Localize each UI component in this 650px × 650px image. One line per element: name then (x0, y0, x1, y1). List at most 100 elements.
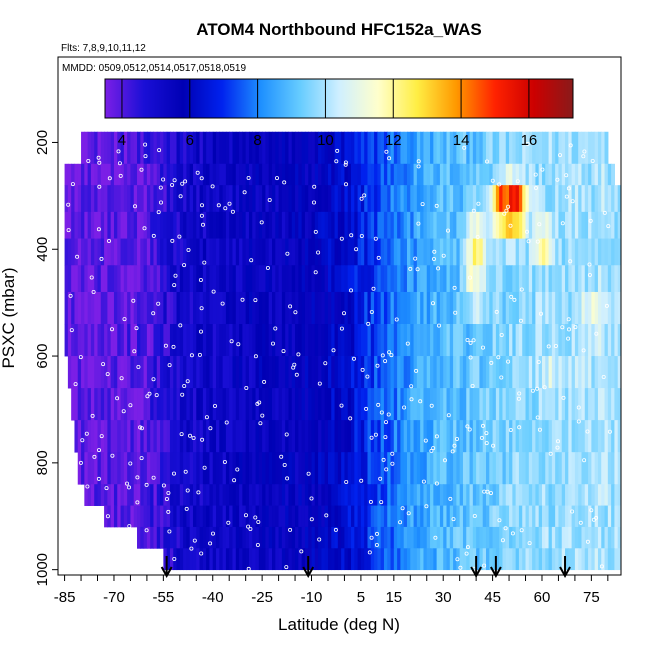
heatmap-cell (334, 452, 339, 485)
heatmap-cell (196, 265, 201, 293)
heatmap-cell (380, 324, 385, 357)
heatmap-cell (291, 526, 296, 549)
heatmap-cell (561, 163, 566, 186)
heatmap-cell (110, 356, 115, 389)
heatmap-cell (87, 238, 92, 266)
heatmap-cell (420, 420, 425, 453)
heatmap-cell (160, 388, 164, 421)
heatmap-cell (397, 211, 402, 239)
heatmap-cell (459, 238, 464, 266)
sample-point (525, 141, 530, 146)
heatmap-cell (446, 420, 451, 453)
heatmap-cell (212, 526, 217, 549)
heatmap-cell (617, 238, 621, 266)
heatmap-cell (489, 388, 494, 421)
heatmap-cell (601, 291, 606, 325)
heatmap-cell (314, 420, 319, 453)
heatmap-cell (430, 452, 434, 485)
heatmap-cell (192, 548, 197, 571)
heatmap-cell (555, 388, 560, 421)
heatmap-cell (127, 163, 132, 186)
heatmap-cell (272, 548, 276, 571)
heatmap-cell (479, 388, 484, 421)
heatmap-cell (278, 185, 283, 213)
heatmap-cell (318, 356, 322, 389)
heatmap-cell (472, 163, 477, 186)
heatmap-cell (383, 211, 388, 239)
sample-points (66, 141, 612, 571)
sample-point (414, 368, 419, 373)
heatmap-cell (202, 420, 207, 453)
heatmap-cell (476, 163, 481, 186)
heatmap-cell (265, 163, 270, 186)
heatmap-cell (113, 324, 118, 357)
heatmap-cell (383, 388, 388, 421)
heatmap-cell (456, 238, 461, 266)
heatmap-cell (374, 356, 378, 389)
heatmap-cell (301, 131, 306, 165)
heatmap-cell (492, 185, 497, 213)
heatmap-cell (189, 291, 194, 325)
heatmap-cell (347, 526, 352, 549)
heatmap-cell (578, 185, 583, 213)
heatmap-cell (588, 163, 592, 186)
heatmap-cell (324, 291, 329, 325)
heatmap-cell (482, 420, 487, 453)
sample-point (450, 449, 455, 454)
heatmap-cell (410, 505, 415, 528)
heatmap-cell (186, 238, 191, 266)
heatmap-cell (360, 356, 365, 389)
heatmap-cell (341, 131, 346, 165)
heatmap-cell (578, 452, 583, 485)
heatmap-cell (327, 185, 332, 213)
heatmap-cell (436, 265, 441, 293)
heatmap-cell (84, 163, 89, 186)
heatmap-cell (403, 452, 408, 485)
heatmap-cell (430, 265, 434, 293)
heatmap-cell (377, 324, 382, 357)
heatmap-cell (588, 324, 592, 357)
heatmap-cell (153, 356, 158, 389)
heatmap-cell (123, 505, 128, 528)
heatmap-cell (120, 238, 125, 266)
heatmap-cell (235, 211, 240, 239)
heatmap-cell (518, 526, 523, 549)
heatmap-cell (113, 238, 118, 266)
heatmap-cell (597, 265, 602, 293)
heatmap-cell (242, 420, 247, 453)
heatmap-cell (505, 131, 510, 165)
heatmap-cell (219, 324, 224, 357)
heatmap-cell (169, 356, 174, 389)
heatmap-cell (327, 526, 332, 549)
sample-point (343, 182, 348, 187)
heatmap-cell (153, 452, 158, 485)
heatmap-cell (387, 356, 392, 389)
heatmap-cell (334, 505, 339, 528)
heatmap-cell (459, 163, 464, 186)
sample-point (97, 448, 102, 453)
heatmap-cell (285, 548, 290, 571)
heatmap-cell (538, 484, 543, 506)
arrow-head (160, 566, 173, 579)
heatmap-cell (416, 484, 421, 506)
sample-point (537, 427, 542, 432)
heatmap-cell (262, 420, 267, 453)
heatmap-cell (137, 505, 141, 528)
heatmap-cell (107, 238, 112, 266)
heatmap-cell (209, 324, 214, 357)
heatmap-cell (262, 548, 267, 571)
sample-point (567, 327, 572, 332)
heatmap-cell (176, 211, 181, 239)
heatmap-cell (360, 548, 365, 571)
sample-point (317, 381, 322, 386)
heatmap-cell (196, 356, 201, 389)
heatmap-cell (216, 452, 220, 485)
heatmap-cell (561, 484, 566, 506)
heatmap-cell (449, 211, 454, 239)
heatmap-cell (420, 356, 425, 389)
heatmap-cell (370, 238, 375, 266)
heatmap-cell (344, 356, 349, 389)
heatmap-cell (146, 238, 151, 266)
heatmap-cell (522, 505, 527, 528)
heatmap-cell (311, 452, 316, 485)
